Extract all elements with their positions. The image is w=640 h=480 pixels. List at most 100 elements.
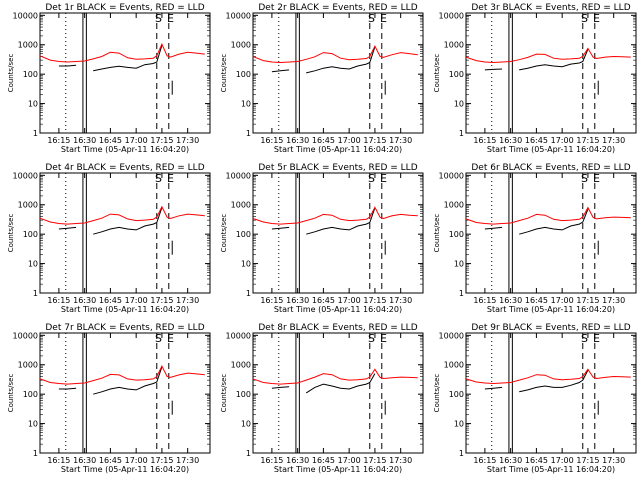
plot-frame [465,332,637,454]
x-tick-label: 16:30 [286,296,309,305]
y-tick-label: 1000 [18,361,38,370]
panel-title: Det 7r BLACK = Events, RED = LLD [45,323,204,333]
y-tick-label: 10000 [226,171,251,180]
x-axis-label: Start Time (05-Apr-11 16:04:20) [274,305,402,314]
y-axis-label: Counts/sec [433,214,441,253]
series-events-line [271,373,376,394]
y-tick-label: 1000 [444,41,464,50]
x-tick-label: 16:30 [499,136,522,145]
x-tick-label: 17:15 [576,136,599,145]
series-events-line [484,49,589,71]
y-axis-label: Counts/sec [7,374,15,413]
x-tick-label: 17:00 [338,296,361,305]
flag-start-label: S [155,172,162,185]
x-tick-label: 17:00 [338,456,361,465]
plot-frame [252,332,424,454]
x-tick-label: 16:30 [73,456,96,465]
flag-start-label: S [368,172,375,185]
x-tick-label: 16:15 [473,456,496,465]
x-tick-label: 17:30 [389,456,412,465]
flag-start-label: S [155,332,162,345]
x-tick-label: 17:30 [176,456,199,465]
y-tick-label: 100 [23,230,38,239]
x-tick-label: 16:15 [47,296,70,305]
x-tick-label: 16:15 [47,456,70,465]
y-tick-label: 1 [33,289,38,298]
x-tick-label: 16:15 [260,296,283,305]
panel-det-2: Det 2r BLACK = Events, RED = LLD 1 10 100 10… [220,3,424,154]
x-tick-label: 17:30 [176,296,199,305]
x-tick-label: 16:45 [525,136,548,145]
x-axis-label: Start Time (05-Apr-11 16:04:20) [61,145,189,154]
y-tick-label: 1 [459,129,464,138]
x-axis-label: Start Time (05-Apr-11 16:04:20) [61,305,189,314]
y-axis-label: Counts/sec [433,54,441,93]
x-tick-label: 16:15 [260,136,283,145]
x-tick-label: 17:00 [125,296,148,305]
series-events-line [271,46,376,74]
series-events-line [58,45,163,72]
flag-start-label: S [581,332,588,345]
x-tick-label: 17:15 [150,296,173,305]
y-tick-label: 10 [28,260,38,269]
x-tick-label: 16:30 [499,456,522,465]
y-tick-label: 1000 [444,201,464,210]
flag-start-label: S [155,12,162,25]
x-axis-label: Start Time (05-Apr-11 16:04:20) [274,145,402,154]
x-axis-label: Start Time (05-Apr-11 16:04:20) [487,305,615,314]
y-tick-label: 100 [23,70,38,79]
y-tick-label: 100 [236,70,251,79]
y-axis-label: Counts/sec [433,374,441,413]
x-tick-label: 17:00 [338,136,361,145]
y-tick-label: 10 [454,260,464,269]
x-tick-label: 17:30 [176,136,199,145]
y-tick-label: 1000 [231,201,251,210]
series-events-line [58,366,163,395]
panel-title: Det 9r BLACK = Events, RED = LLD [471,323,630,333]
series-lld-line [465,206,631,225]
series-lld-line [252,44,418,64]
y-tick-label: 1000 [444,361,464,370]
x-tick-label: 17:00 [125,136,148,145]
y-tick-label: 10 [454,100,464,109]
y-tick-label: 10000 [226,11,251,20]
panel-det-7: Det 7r BLACK = Events, RED = LLD 1 10 100 10… [7,323,211,474]
y-tick-label: 100 [236,390,251,399]
y-tick-label: 100 [449,230,464,239]
x-tick-label: 17:15 [576,296,599,305]
x-axis-label: Start Time (05-Apr-11 16:04:20) [274,465,402,474]
panel-title: Det 3r BLACK = Events, RED = LLD [471,3,630,13]
x-tick-label: 16:45 [99,136,122,145]
flag-end-label: E [167,12,174,25]
series-events-line [484,370,589,393]
x-tick-label: 16:45 [312,296,335,305]
panel-title: Det 2r BLACK = Events, RED = LLD [258,3,417,13]
y-axis-label: Counts/sec [220,214,228,253]
flag-start-label: S [581,12,588,25]
flag-start-label: S [581,172,588,185]
y-axis-label: Counts/sec [220,54,228,93]
y-tick-label: 10 [241,420,251,429]
y-tick-label: 10 [241,100,251,109]
y-tick-label: 1 [246,129,251,138]
panel-det-5: Det 5r BLACK = Events, RED = LLD 1 10 100 10… [220,163,424,314]
plot-frame [465,12,637,134]
x-axis-label: Start Time (05-Apr-11 16:04:20) [487,145,615,154]
y-tick-label: 100 [236,230,251,239]
plot-frame [252,12,424,134]
series-lld-line [39,205,205,225]
series-events-line [484,209,589,235]
y-tick-label: 10 [28,420,38,429]
x-tick-label: 17:30 [602,296,625,305]
x-tick-label: 16:45 [312,456,335,465]
plot-frame [465,172,637,294]
x-axis-label: Start Time (05-Apr-11 16:04:20) [487,465,615,474]
series-events-line [58,207,163,235]
panel-title: Det 1r BLACK = Events, RED = LLD [45,3,204,13]
y-tick-label: 100 [23,390,38,399]
x-tick-label: 17:15 [150,136,173,145]
panel-det-3: Det 3r BLACK = Events, RED = LLD 1 10 100 10… [433,3,637,154]
y-tick-label: 10000 [13,331,38,340]
x-tick-label: 16:15 [260,456,283,465]
y-tick-label: 10 [28,100,38,109]
